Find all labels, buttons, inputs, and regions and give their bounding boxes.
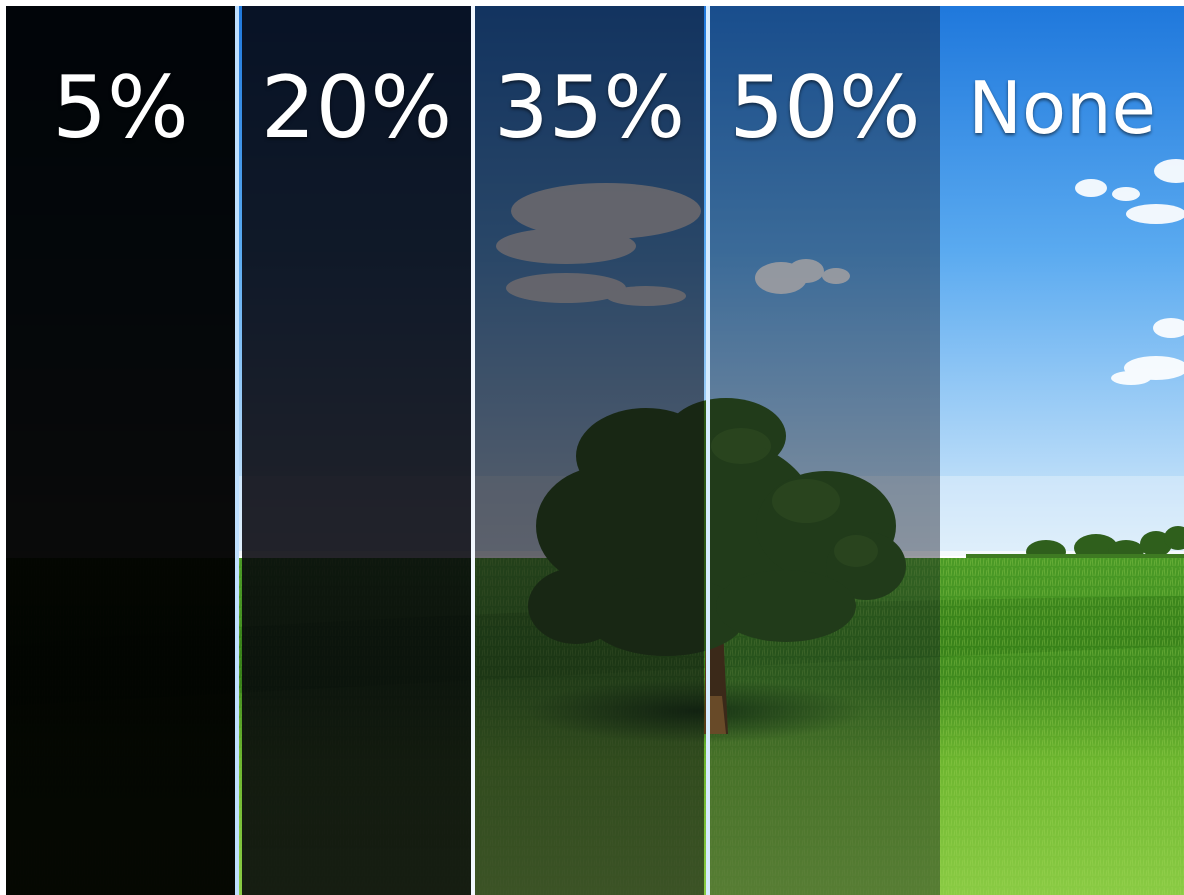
tint-label-50-percent: 50%: [729, 58, 921, 158]
landscape-scene: 5% 20% 35% 50% None: [6, 6, 1184, 895]
panel-divider: [235, 6, 239, 895]
tint-label-none: None: [968, 66, 1156, 150]
tint-label-20-percent: 20%: [260, 58, 453, 158]
tint-panel-20-percent: [242, 6, 471, 895]
tint-panel-5-percent: [6, 6, 235, 895]
tint-label-35-percent: 35%: [493, 58, 686, 158]
panel-divider: [706, 6, 710, 895]
tint-label-5-percent: 5%: [52, 58, 189, 158]
panel-divider: [471, 6, 475, 895]
tint-panel-50-percent: [710, 6, 940, 895]
tint-panel-35-percent: [475, 6, 704, 895]
